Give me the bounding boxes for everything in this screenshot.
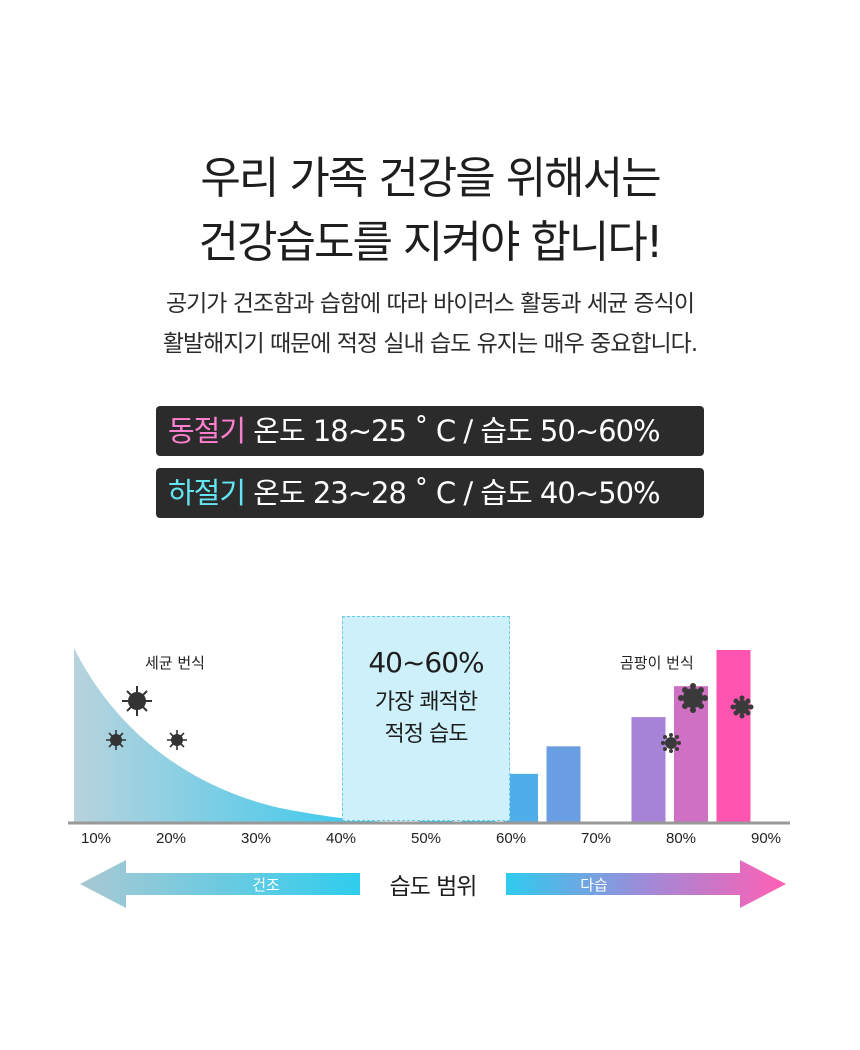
dry-label: 건조 <box>252 876 280 894</box>
mold-spore-icon <box>730 695 754 719</box>
dry-arrow <box>80 860 360 908</box>
summer-condition-badge: 하절기 온도 23~28 ˚ C / 습도 40~50% <box>156 468 704 518</box>
tick-label: 40% <box>325 830 357 847</box>
humid-label: 다습 <box>580 876 608 894</box>
germ-icon <box>167 730 187 750</box>
tick-label: 10% <box>80 830 112 847</box>
winter-season-label: 동절기 <box>168 414 246 448</box>
subtitle-line-1: 공기가 건조함과 습함에 따라 바이러스 활동과 세균 증식이 <box>165 291 695 317</box>
mold-spore-icon <box>678 683 708 713</box>
comfort-zone-box <box>342 616 510 821</box>
subtitle-line-2: 활발해지기 때문에 적정 실내 습도 유지는 매우 중요합니다. <box>162 331 698 357</box>
tick-label: 50% <box>410 830 442 847</box>
humid-arrow <box>506 860 786 908</box>
winter-season-detail: 온도 18~25 ˚ C / 습도 50~60% <box>245 414 660 448</box>
mold-spore-icon <box>661 733 681 753</box>
bacteria-zone-label: 세균 번식 <box>145 654 205 672</box>
tick-label: 30% <box>240 830 272 847</box>
tick-label: 20% <box>155 830 187 847</box>
germ-icon <box>122 686 152 716</box>
headline-line-2: 건강습도를 지켜야 합니다! <box>198 217 664 268</box>
summer-season-label: 하절기 <box>168 476 246 510</box>
headline-line-1: 우리 가족 건강을 위해서는 <box>200 153 661 204</box>
mold-zone-label: 곰팡이 번식 <box>620 654 694 672</box>
germ-icon <box>106 730 126 750</box>
tick-label: 70% <box>580 830 612 847</box>
tick-label: 60% <box>495 830 527 847</box>
summer-season-detail: 온도 23~28 ˚ C / 습도 40~50% <box>245 476 660 510</box>
tick-label: 90% <box>750 830 782 847</box>
comfort-range-label: 40~60% <box>368 646 484 679</box>
humidity-bar <box>631 717 666 822</box>
axis-title: 습도 범위 <box>389 874 478 900</box>
tick-label: 80% <box>665 830 697 847</box>
comfort-description-1: 가장 쾌적한 <box>374 690 478 715</box>
bacteria-zone-area <box>74 648 400 822</box>
humidity-bar <box>546 746 581 822</box>
winter-condition-badge: 동절기 온도 18~25 ˚ C / 습도 50~60% <box>156 406 704 456</box>
humidity-bar <box>716 650 751 822</box>
comfort-description-2: 적정 습도 <box>384 722 469 747</box>
